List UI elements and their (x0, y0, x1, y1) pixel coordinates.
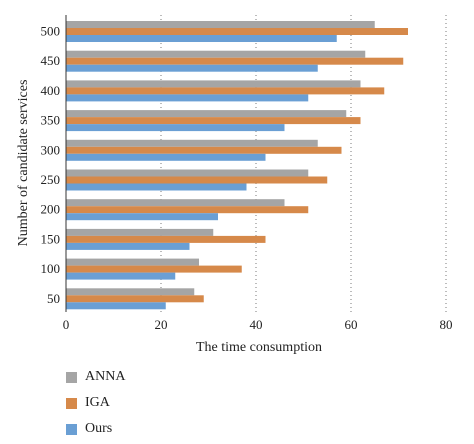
grid-lines (160, 15, 447, 312)
x-tick-label: 80 (440, 317, 453, 332)
y-tick-label: 350 (41, 113, 61, 128)
bar-iga-300 (66, 146, 342, 154)
bars-group (66, 21, 408, 310)
y-tick-label: 50 (47, 291, 60, 306)
bar-ours-400 (66, 94, 309, 102)
y-tick-label: 150 (41, 231, 61, 246)
legend-swatch (66, 397, 77, 409)
bar-anna-450 (66, 50, 366, 58)
y-tick-label: 300 (41, 142, 61, 157)
bar-anna-100 (66, 258, 199, 266)
y-tick-label: 450 (41, 53, 61, 68)
y-tick-label: 200 (41, 202, 61, 217)
bar-ours-450 (66, 64, 318, 72)
y-tick-label: 400 (41, 83, 61, 98)
legend-swatch (66, 371, 77, 383)
x-tick-label: 60 (345, 317, 358, 332)
x-tick-label: 40 (250, 317, 263, 332)
bar-anna-150 (66, 228, 214, 236)
x-tick-label: 20 (155, 317, 168, 332)
bar-anna-200 (66, 199, 285, 207)
bar-ours-300 (66, 153, 266, 161)
bar-anna-300 (66, 139, 318, 147)
bar-anna-500 (66, 21, 375, 28)
bar-ours-350 (66, 124, 285, 132)
y-tick-label: 500 (41, 24, 61, 39)
bar-iga-400 (66, 87, 385, 95)
bar-ours-200 (66, 213, 218, 221)
x-axis-title: The time consumption (196, 340, 322, 355)
legend-item-ours: Ours (66, 418, 125, 440)
y-tick-label: 250 (41, 172, 61, 187)
bar-anna-250 (66, 169, 309, 177)
bar-ours-50 (66, 302, 166, 310)
bar-iga-50 (66, 295, 204, 303)
bar-iga-150 (66, 235, 266, 243)
x-tick-label: 0 (63, 317, 70, 332)
legend-label: ANNA (85, 369, 126, 384)
legend-swatch (66, 423, 77, 435)
y-tick-label: 100 (41, 261, 61, 276)
bar-iga-250 (66, 176, 328, 184)
bar-ours-500 (66, 35, 337, 42)
bar-iga-350 (66, 117, 361, 125)
legend-item-anna: ANNA (66, 366, 125, 388)
y-axis-title: Number of candidate services (16, 80, 31, 247)
bar-ours-150 (66, 242, 190, 250)
legend-label: Ours (85, 421, 113, 436)
legend: ANNA IGA Ours (66, 366, 125, 444)
bar-ours-250 (66, 183, 247, 191)
bar-iga-200 (66, 206, 309, 214)
bar-ours-100 (66, 272, 176, 280)
x-tick-labels: 0 20 40 60 80 (63, 317, 453, 332)
bar-iga-500 (66, 28, 408, 35)
bar-iga-100 (66, 265, 242, 273)
bar-anna-400 (66, 80, 361, 88)
bar-anna-350 (66, 110, 347, 118)
legend-item-iga: IGA (66, 392, 125, 414)
y-tick-labels: 50 100 150 200 250 300 350 400 450 500 (41, 24, 61, 306)
bar-iga-450 (66, 57, 404, 65)
bar-anna-50 (66, 288, 195, 296)
legend-label: IGA (85, 395, 110, 410)
